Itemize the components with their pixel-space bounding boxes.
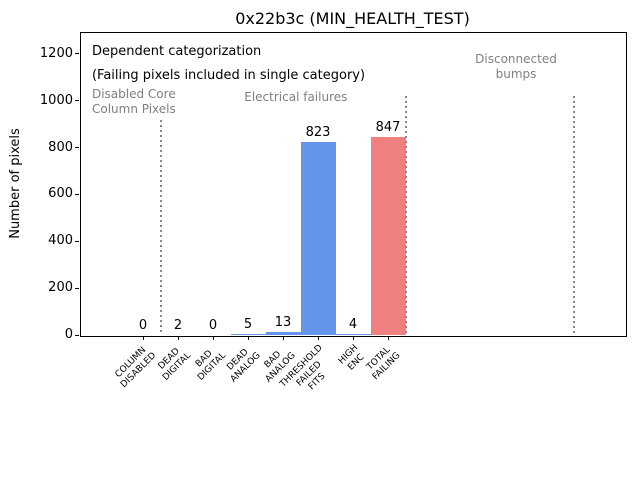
y-tick-mark bbox=[75, 100, 79, 102]
y-tick-label: 0 bbox=[64, 327, 73, 342]
annotation: Disconnected bumps bbox=[475, 52, 557, 81]
x-tick-label: HIGH ENC bbox=[336, 343, 367, 373]
y-tick-mark bbox=[75, 334, 79, 336]
annotation: Dependent categorization bbox=[91, 44, 262, 60]
y-tick-mark bbox=[75, 240, 79, 242]
bar-value-label: 0 bbox=[138, 318, 148, 333]
x-tick-label: BAD DIGITAL bbox=[193, 348, 228, 383]
annotation: Disabled Core Column Pixels bbox=[91, 87, 176, 116]
y-tick-mark bbox=[75, 53, 79, 55]
x-tick-mark bbox=[282, 336, 284, 340]
bar-value-label: 13 bbox=[274, 315, 292, 330]
annotation: Electrical failures bbox=[244, 89, 348, 104]
x-tick-mark bbox=[352, 336, 354, 340]
section-separator bbox=[404, 95, 407, 335]
y-tick-mark bbox=[75, 287, 79, 289]
y-tick-label: 200 bbox=[48, 280, 73, 296]
bar bbox=[370, 137, 406, 335]
bar bbox=[300, 142, 336, 335]
bar-value-label: 823 bbox=[305, 125, 331, 140]
y-tick-label: 600 bbox=[48, 186, 73, 202]
bar bbox=[335, 334, 371, 335]
y-tick-label: 800 bbox=[48, 139, 73, 155]
annotation: (Failing pixels included in single categ… bbox=[91, 68, 366, 84]
x-tick-mark bbox=[247, 336, 249, 340]
y-tick-label: 1200 bbox=[39, 45, 73, 61]
bar-value-label: 2 bbox=[173, 318, 183, 333]
bar-value-label: 5 bbox=[243, 317, 253, 332]
y-tick-mark bbox=[75, 147, 79, 149]
bar-value-label: 0 bbox=[208, 318, 218, 333]
x-tick-mark bbox=[142, 336, 144, 340]
bar-value-label: 847 bbox=[375, 120, 401, 135]
x-tick-label: DEAD ANALOG bbox=[225, 347, 263, 385]
x-tick-label: DEAD DIGITAL bbox=[156, 346, 193, 383]
bar bbox=[230, 334, 266, 335]
y-tick-label: 400 bbox=[48, 233, 73, 249]
x-tick-mark bbox=[212, 336, 214, 340]
x-tick-mark bbox=[387, 336, 389, 340]
x-tick-mark bbox=[317, 336, 319, 340]
x-tick-mark bbox=[177, 336, 179, 340]
x-tick-label: TOTAL FAILING bbox=[365, 345, 403, 383]
section-separator bbox=[159, 119, 162, 335]
chart-title: 0x22b3c (MIN_HEALTH_TEST) bbox=[235, 9, 470, 28]
x-tick-label: COLUMN DISABLED bbox=[113, 345, 158, 390]
y-tick-mark bbox=[75, 193, 79, 195]
section-separator bbox=[572, 95, 575, 335]
y-tick-label: 1000 bbox=[39, 92, 73, 108]
bar-value-label: 4 bbox=[348, 317, 358, 332]
bar bbox=[265, 332, 301, 335]
plot-area bbox=[80, 32, 627, 337]
